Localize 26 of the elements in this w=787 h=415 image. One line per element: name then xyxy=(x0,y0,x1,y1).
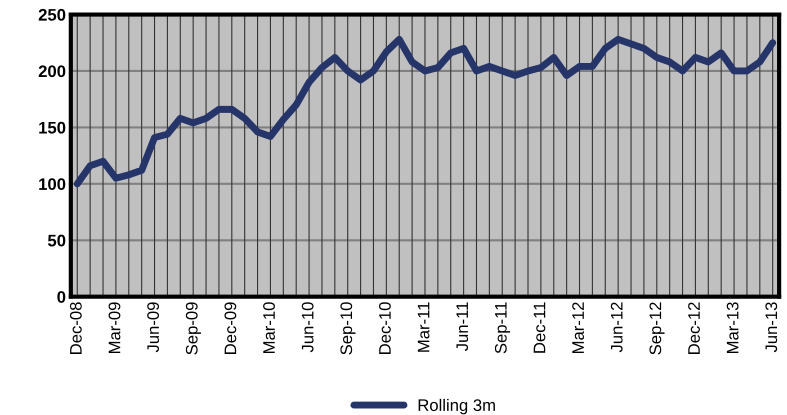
x-tick-label: Jun-09 xyxy=(147,302,160,352)
x-tick-label: Mar-10 xyxy=(263,302,275,354)
x-tick-label: Jun-12 xyxy=(610,302,623,352)
legend-label: Rolling 3m xyxy=(418,398,495,414)
y-tick-label: 100 xyxy=(39,178,66,190)
x-tick-label: Dec-08 xyxy=(70,302,82,354)
x-tick-label: Dec-10 xyxy=(379,302,391,354)
x-tick-label: Jun-10 xyxy=(302,302,314,352)
x-tick-label: Mar-09 xyxy=(108,302,120,354)
y-tick-label: 50 xyxy=(48,234,66,246)
y-tick-label: 150 xyxy=(39,122,66,134)
x-tick-label: Dec-12 xyxy=(688,302,700,354)
x-tick-label: Dec-11 xyxy=(534,302,546,353)
x-tick-label: Mar-12 xyxy=(572,302,584,354)
x-tick-label: Sep-11 xyxy=(494,302,510,354)
y-tick-label: 0 xyxy=(57,291,66,303)
x-tick-label: Sep-12 xyxy=(649,302,665,355)
x-tick-label: Jun-13 xyxy=(765,302,778,352)
y-tick-label: 250 xyxy=(38,8,66,21)
x-tick-label: Sep-09 xyxy=(186,302,201,355)
x-tick-label: Mar-13 xyxy=(726,302,739,354)
y-tick-label: 200 xyxy=(38,65,66,78)
x-tick-label: Sep-10 xyxy=(340,302,356,355)
x-tick-label: Mar-11 xyxy=(418,302,430,352)
x-tick-label: Jun-11 xyxy=(456,302,468,352)
x-tick-label: Dec-09 xyxy=(224,302,236,354)
